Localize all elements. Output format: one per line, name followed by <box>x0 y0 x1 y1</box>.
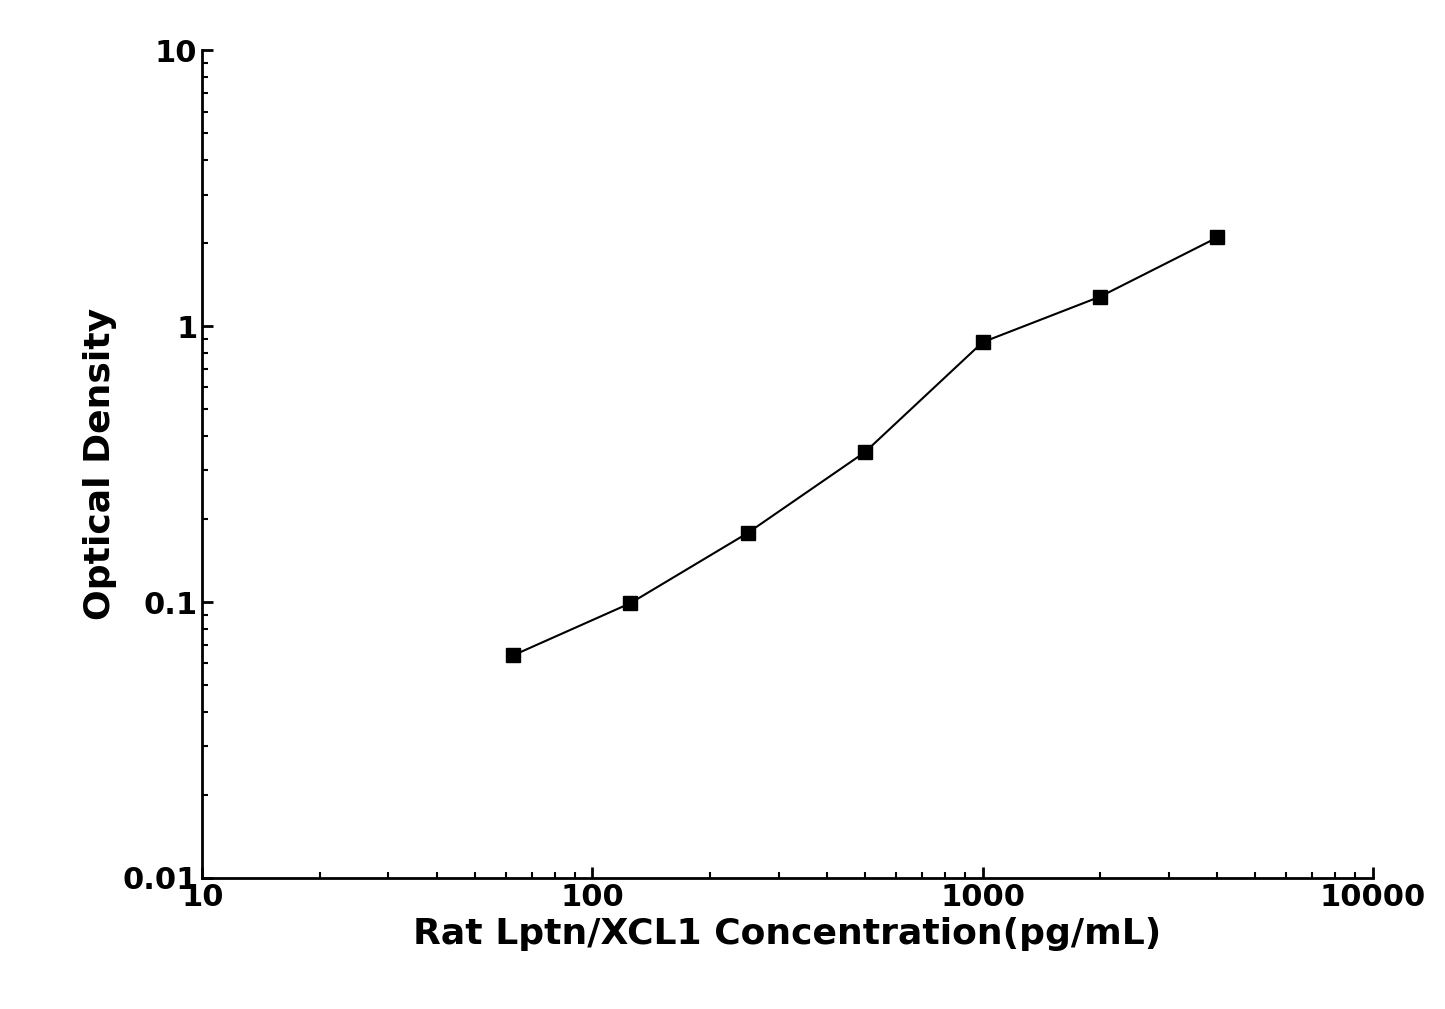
Y-axis label: Optical Density: Optical Density <box>82 308 117 621</box>
X-axis label: Rat Lptn/XCL1 Concentration(pg/mL): Rat Lptn/XCL1 Concentration(pg/mL) <box>413 917 1162 951</box>
